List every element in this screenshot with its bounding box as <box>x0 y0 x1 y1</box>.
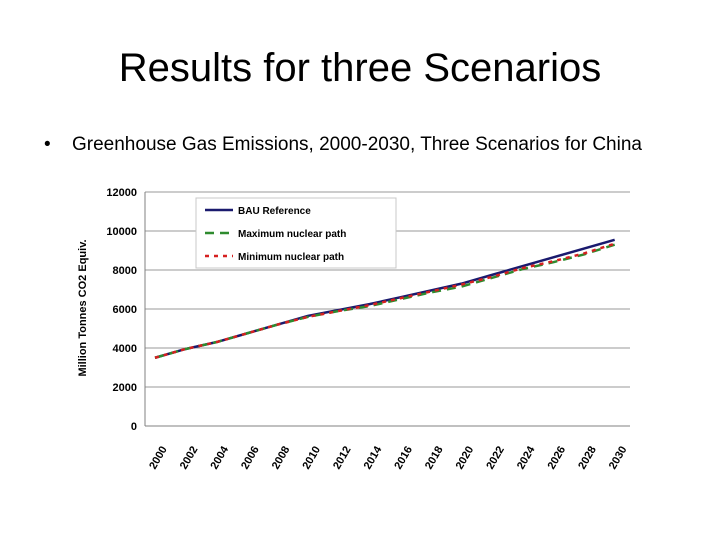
series-line <box>154 243 616 359</box>
series-lines <box>154 238 616 359</box>
y-tick-label: 10000 <box>106 226 137 238</box>
series-line <box>154 242 616 359</box>
slide-title: Results for three Scenarios <box>118 46 602 90</box>
x-tick-label: 2006 <box>239 444 262 471</box>
y-tick-label: 12000 <box>106 187 137 199</box>
y-tick-label: 0 <box>131 421 137 433</box>
x-tick-label: 2010 <box>300 444 323 471</box>
y-tick-label: 6000 <box>113 304 137 316</box>
legend-label: BAU Reference <box>238 206 311 217</box>
x-tick-label: 2004 <box>208 444 231 472</box>
bullet-text: Greenhouse Gas Emissions, 2000-2030, Thr… <box>72 134 642 155</box>
legend-label: Maximum nuclear path <box>238 229 346 240</box>
legend: BAU Reference Maximum nuclear path Minimum… <box>195 197 397 269</box>
x-tick-label: 2008 <box>270 444 293 471</box>
x-tick-label: 2016 <box>392 444 415 471</box>
x-tick-label: 2002 <box>178 444 201 471</box>
axes <box>144 192 630 427</box>
x-tick-label: 2000 <box>147 444 170 471</box>
x-tick-label: 2018 <box>423 444 446 471</box>
x-tick-label: 2020 <box>454 444 477 471</box>
x-tick-label: 2012 <box>331 444 354 471</box>
y-tick-label: 8000 <box>113 265 137 277</box>
x-tick-label: 2024 <box>515 444 538 472</box>
y-tick-label: 4000 <box>113 343 137 355</box>
x-tick-label: 2026 <box>546 444 569 471</box>
bullet-item: • Greenhouse Gas Emissions, 2000-2030, T… <box>44 131 684 169</box>
y-tick-label: 2000 <box>113 382 137 394</box>
y-tick-labels: 0 2000 4000 6000 8000 10000 12000 <box>106 187 137 433</box>
legend-label: Minimum nuclear path <box>238 252 344 263</box>
bullet-marker: • <box>44 134 51 155</box>
x-tick-labels: 2000 2002 2004 2006 2008 2010 2012 2014 2016 2018… <box>147 444 629 472</box>
x-tick-label: 2014 <box>362 444 385 472</box>
x-tick-label: 2022 <box>484 444 507 471</box>
y-axis-label: Million Tonnes CO2 Equiv. <box>77 239 89 376</box>
x-tick-label: 2028 <box>576 444 599 471</box>
x-tick-label: 2030 <box>607 444 630 471</box>
